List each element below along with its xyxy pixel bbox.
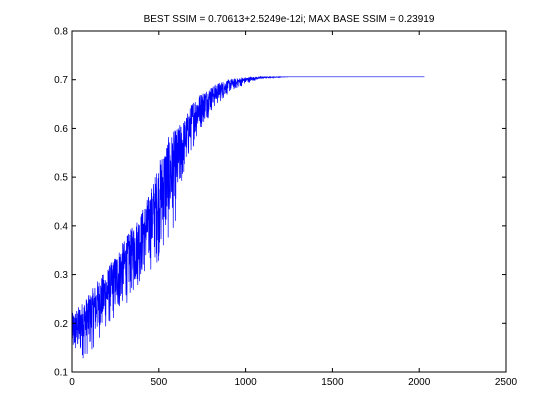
- y-tick-label: 0.2: [54, 319, 68, 330]
- y-tick-label: 0.1: [54, 368, 68, 379]
- x-tick-label: 1500: [321, 377, 344, 388]
- x-tick-label: 1000: [234, 377, 257, 388]
- x-tick-label: 2000: [408, 377, 431, 388]
- x-tick-label: 2500: [495, 377, 518, 388]
- y-tick-label: 0.5: [54, 173, 68, 184]
- y-tick-label: 0.8: [54, 27, 68, 38]
- y-tick-labels: 0.1 0.2 0.3 0.4 0.5 0.6 0.7 0.8: [54, 27, 68, 379]
- plot-frame: [71, 30, 507, 373]
- y-tick-label: 0.4: [54, 221, 68, 232]
- y-tick-label: 0.3: [54, 270, 68, 281]
- x-tick-labels: 0 500 1000 1500 2000 2500: [69, 377, 517, 388]
- x-tick-label: 0: [69, 377, 75, 388]
- series-layer: [71, 75, 425, 359]
- y-tick-label: 0.6: [54, 124, 68, 135]
- plot-area: [72, 31, 506, 372]
- series-line: [71, 75, 425, 359]
- y-tick-label: 0.7: [54, 75, 68, 86]
- x-tick-label: 500: [150, 377, 167, 388]
- chart-title: BEST SSIM = 0.70613+2.5249e-12i; MAX BAS…: [144, 14, 435, 25]
